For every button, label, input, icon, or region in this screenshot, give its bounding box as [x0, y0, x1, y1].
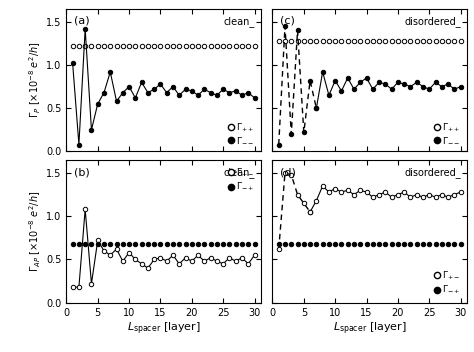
Legend: $\Gamma_{+-}$, $\Gamma_{-+}$: $\Gamma_{+-}$, $\Gamma_{-+}$	[227, 164, 256, 195]
Text: clean_: clean_	[224, 16, 255, 27]
Y-axis label: $\Gamma_{AP}$ [$\times10^{-8}$ $e^2/h$]: $\Gamma_{AP}$ [$\times10^{-8}$ $e^2/h$]	[28, 191, 43, 272]
Legend: $\Gamma_{++}$, $\Gamma_{--}$: $\Gamma_{++}$, $\Gamma_{--}$	[433, 119, 462, 147]
Text: (d): (d)	[280, 167, 296, 177]
Text: (c): (c)	[280, 16, 295, 26]
Text: (b): (b)	[74, 167, 90, 177]
Text: clean_: clean_	[224, 167, 255, 178]
X-axis label: $L_{\mathrm{spacer}}$ [layer]: $L_{\mathrm{spacer}}$ [layer]	[127, 320, 201, 337]
X-axis label: $L_{\mathrm{spacer}}$ [layer]: $L_{\mathrm{spacer}}$ [layer]	[333, 320, 407, 337]
Y-axis label: $\Gamma_P$ [$\times10^{-8}$ $e^2/h$]: $\Gamma_P$ [$\times10^{-8}$ $e^2/h$]	[28, 42, 43, 119]
Text: disordered_: disordered_	[404, 16, 461, 27]
Text: disordered_: disordered_	[404, 167, 461, 178]
Legend: $\Gamma_{+-}$, $\Gamma_{-+}$: $\Gamma_{+-}$, $\Gamma_{-+}$	[433, 268, 462, 298]
Text: (a): (a)	[74, 16, 90, 26]
Legend: $\Gamma_{++}$, $\Gamma_{--}$: $\Gamma_{++}$, $\Gamma_{--}$	[227, 119, 256, 147]
